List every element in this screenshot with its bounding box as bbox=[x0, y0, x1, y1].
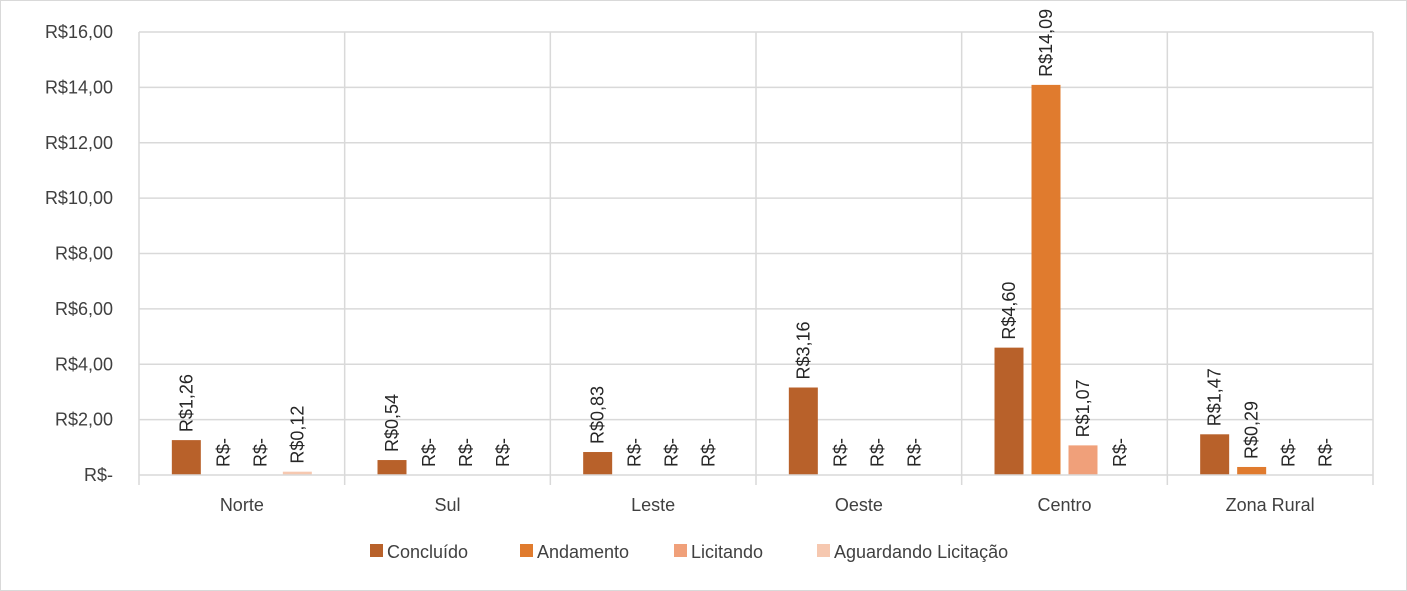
grid-lines bbox=[138, 31, 1374, 485]
bar-data-label: R$- bbox=[1279, 438, 1299, 467]
bar-data-label: R$- bbox=[625, 438, 645, 467]
bar-data-label: R$0,83 bbox=[588, 386, 608, 444]
legend-swatch bbox=[817, 544, 830, 557]
legend-label: Andamento bbox=[537, 542, 629, 562]
bar-data-label: R$- bbox=[830, 438, 850, 467]
bar-data-label: R$14,09 bbox=[1036, 9, 1056, 77]
bar-data-label: R$1,47 bbox=[1205, 368, 1225, 426]
bar-data-label: R$- bbox=[867, 438, 887, 467]
bar-data-label: R$1,26 bbox=[176, 374, 196, 432]
bar bbox=[1237, 466, 1267, 475]
y-tick-label: R$6,00 bbox=[55, 299, 113, 319]
bar-data-label: R$- bbox=[662, 438, 682, 467]
bar bbox=[282, 471, 312, 475]
bar-data-label: R$- bbox=[419, 438, 439, 467]
y-tick-label: R$8,00 bbox=[55, 244, 113, 264]
bar bbox=[1031, 84, 1061, 476]
legend: Concluído Andamento Licitando Aguardando Li… bbox=[370, 542, 1008, 562]
bar-data-label: R$- bbox=[904, 438, 924, 467]
bar bbox=[994, 347, 1024, 475]
y-axis-ticks: R$- R$2,00 R$4,00 R$6,00 R$8,00 R$10,00 R$12,0… bbox=[45, 22, 113, 485]
bar-data-label: R$- bbox=[213, 438, 233, 467]
legend-label: Licitando bbox=[691, 542, 763, 562]
bar-data-label: R$0,12 bbox=[287, 406, 307, 464]
bar-data-label: R$- bbox=[493, 438, 513, 467]
bar-data-label: R$- bbox=[1316, 438, 1336, 467]
x-category-label: Zona Rural bbox=[1226, 495, 1315, 515]
bar bbox=[171, 440, 201, 475]
y-tick-label: R$16,00 bbox=[45, 22, 113, 42]
y-tick-label: R$14,00 bbox=[45, 77, 113, 97]
legend-swatch bbox=[520, 544, 533, 557]
legend-swatch bbox=[674, 544, 687, 557]
legend-swatch bbox=[370, 544, 383, 557]
bar-data-label: R$0,29 bbox=[1242, 401, 1262, 459]
bar-data-label: R$- bbox=[699, 438, 719, 467]
y-tick-label: R$4,00 bbox=[55, 354, 113, 374]
y-tick-label: R$2,00 bbox=[55, 410, 113, 430]
bar-data-label: R$3,16 bbox=[793, 321, 813, 379]
y-tick-label: R$12,00 bbox=[45, 133, 113, 153]
bar bbox=[788, 387, 818, 475]
bar-data-label: R$1,07 bbox=[1073, 379, 1093, 437]
bar bbox=[1068, 445, 1098, 475]
x-category-label: Sul bbox=[434, 495, 460, 515]
x-category-label: Leste bbox=[631, 495, 675, 515]
y-tick-label: R$10,00 bbox=[45, 188, 113, 208]
legend-label: Aguardando Licitação bbox=[834, 542, 1008, 562]
x-axis: Norte Sul Leste Oeste Centro Zona Rural bbox=[139, 474, 1373, 515]
y-tick-label: R$- bbox=[84, 465, 113, 485]
bar-data-label: R$4,60 bbox=[999, 282, 1019, 340]
bar-data-label: R$- bbox=[456, 438, 476, 467]
bars bbox=[171, 84, 1267, 476]
data-labels: R$1,26 R$- R$- R$0,12 R$0,54 R$- R$- R$- R$0,83 R… bbox=[176, 9, 1335, 467]
bar-data-label: R$- bbox=[1110, 438, 1130, 467]
bar-data-label: R$- bbox=[250, 438, 270, 467]
bar bbox=[1200, 434, 1230, 475]
x-category-label: Norte bbox=[220, 495, 264, 515]
bar-data-label: R$0,54 bbox=[382, 394, 402, 452]
bar bbox=[583, 452, 613, 475]
bar bbox=[377, 460, 407, 475]
x-category-label: Centro bbox=[1037, 495, 1091, 515]
legend-label: Concluído bbox=[387, 542, 468, 562]
x-category-label: Oeste bbox=[835, 495, 883, 515]
